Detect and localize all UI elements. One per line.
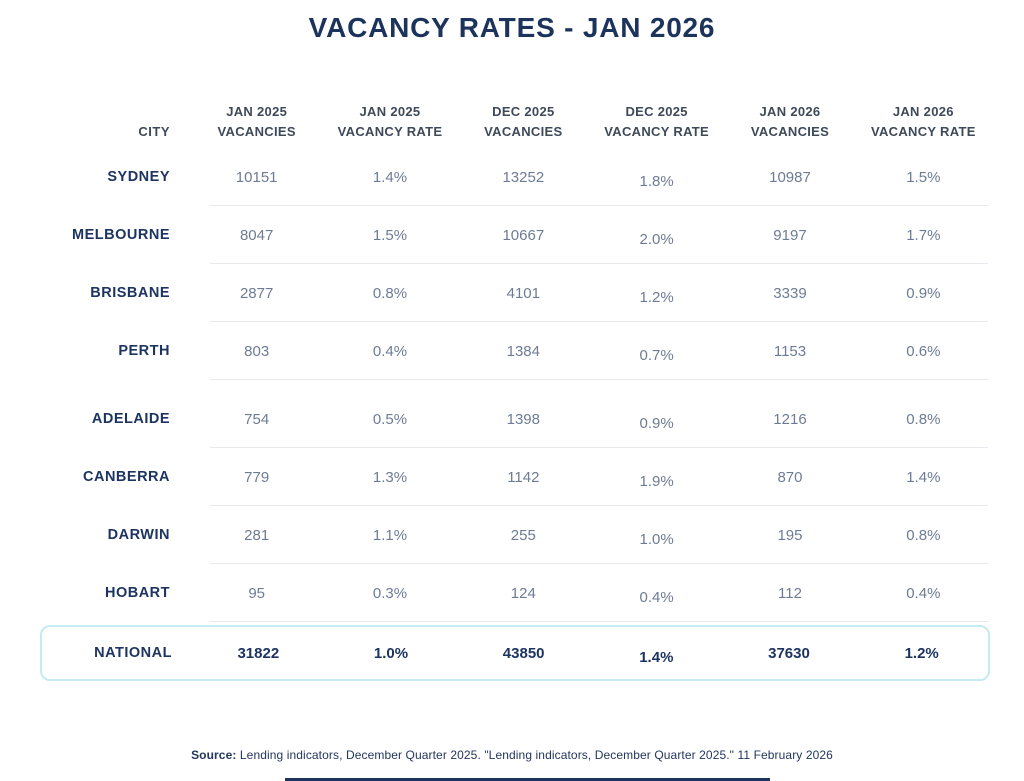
cell-jan2025-rate: 1.1% (372, 526, 408, 544)
row-city-label: ADELAIDE (91, 411, 170, 427)
source-label: Source: (191, 748, 237, 762)
row-city-label: BRISBANE (90, 285, 170, 301)
table-row-brisbane: BRISBANE 2877 0.8% 4101 1.2% 3339 0.9% (40, 264, 990, 322)
cell-jan2026-rate: 0.6% (906, 342, 941, 360)
cell-dec2025-rate: 0.9% (639, 414, 674, 432)
cell-dec2025-vacancies: 1384 (506, 342, 540, 360)
cell-jan2025-rate: 0.8% (372, 284, 408, 302)
table-row-national: NATIONAL 31822 1.0% 43850 1.4% 37630 1.2… (40, 625, 990, 681)
row-city-label: CANBERRA (83, 469, 170, 485)
cell-dec2025-rate: 0.4% (639, 588, 674, 606)
row-city-label: PERTH (118, 343, 170, 359)
cell-jan2026-vacancies: 1216 (773, 410, 807, 428)
cell-jan2025-vacancies: 31822 (237, 644, 280, 662)
cell-dec2025-rate: 0.7% (639, 346, 674, 364)
cell-jan2026-rate: 1.4% (906, 468, 941, 486)
table-row-melbourne: MELBOURNE 8047 1.5% 10667 2.0% 9197 1.7% (40, 206, 990, 264)
cell-jan2026-rate: 1.2% (904, 644, 939, 662)
cell-jan2025-rate: 1.5% (372, 226, 408, 244)
column-header-dec2025-vacancies: DEC 2025 VACANCIES (484, 104, 563, 139)
cell-jan2026-vacancies: 195 (777, 526, 803, 544)
cell-jan2025-rate: 1.0% (373, 644, 409, 662)
table-row-adelaide: ADELAIDE 754 0.5% 1398 0.9% 1216 0.8% (40, 390, 990, 448)
cell-jan2026-rate: 0.8% (906, 410, 941, 428)
cell-dec2025-vacancies: 10667 (502, 226, 545, 244)
cell-jan2026-vacancies: 10987 (769, 168, 811, 186)
cell-jan2025-vacancies: 8047 (239, 226, 274, 244)
cell-jan2026-rate: 0.4% (906, 584, 941, 602)
cell-jan2026-vacancies: 3339 (773, 284, 807, 302)
column-header-jan2026-rate: JAN 2026 VACANCY RATE (870, 104, 976, 139)
cell-jan2025-vacancies: 10151 (235, 168, 278, 186)
cell-dec2025-rate: 1.4% (639, 648, 674, 666)
table-row-darwin: DARWIN 281 1.1% 255 1.0% 195 0.8% (40, 506, 990, 564)
column-header-dec2025-rate: DEC 2025 VACANCY RATE (604, 104, 710, 139)
cell-dec2025-vacancies: 1142 (507, 468, 540, 486)
cell-dec2025-vacancies: 43850 (502, 644, 545, 662)
row-city-label: MELBOURNE (72, 227, 170, 243)
cell-jan2025-rate: 0.4% (372, 342, 408, 360)
row-gap (40, 380, 990, 390)
cell-jan2025-vacancies: 2877 (239, 284, 274, 302)
column-header-jan2025-vacancies: JAN 2025 VACANCIES (217, 104, 296, 139)
cell-jan2025-rate: 0.3% (372, 584, 408, 602)
cell-jan2026-vacancies: 870 (777, 468, 803, 486)
cell-jan2026-rate: 1.7% (906, 226, 941, 244)
table-row-canberra: CANBERRA 779 1.3% 1142 1.9% 870 1.4% (40, 448, 990, 506)
cell-dec2025-vacancies: 4101 (506, 284, 540, 302)
cell-jan2025-rate: 0.5% (372, 410, 408, 428)
bottom-divider (285, 778, 770, 781)
cell-jan2025-rate: 1.4% (372, 168, 408, 186)
cell-jan2025-rate: 1.3% (372, 468, 408, 486)
row-city-label: NATIONAL (94, 645, 172, 661)
cell-dec2025-rate: 2.0% (639, 230, 674, 248)
row-city-label: DARWIN (107, 527, 170, 543)
cell-jan2026-rate: 1.5% (906, 168, 941, 186)
table-row-perth: PERTH 803 0.4% 1384 0.7% 1153 0.6% (40, 322, 990, 380)
cell-jan2025-vacancies: 95 (248, 584, 265, 602)
cell-jan2026-vacancies: 112 (778, 584, 802, 602)
cell-jan2026-rate: 0.8% (906, 526, 941, 544)
column-header-city: CITY (138, 123, 170, 139)
page-title: VACANCY RATES - JAN 2026 (308, 12, 716, 43)
cell-jan2025-vacancies: 281 (244, 526, 270, 544)
cell-dec2025-vacancies: 255 (510, 526, 536, 544)
cell-dec2025-vacancies: 124 (510, 584, 536, 602)
cell-dec2025-rate: 1.0% (639, 530, 674, 548)
column-header-jan2026-vacancies: JAN 2026 VACANCIES (750, 104, 830, 139)
row-city-label: HOBART (104, 585, 170, 601)
cell-jan2025-vacancies: 803 (244, 342, 270, 360)
cell-jan2025-vacancies: 754 (244, 410, 270, 428)
cell-dec2025-vacancies: 1398 (506, 410, 540, 428)
table-row-sydney: SYDNEY 10151 1.4% 13252 1.8% 10987 1.5% (40, 148, 990, 206)
table-header-row: CITY JAN 2025 VACANCIES JAN 2025 VACANCY R… (40, 88, 990, 148)
column-header-jan2025-rate: JAN 2025 VACANCY RATE (337, 104, 443, 139)
cell-jan2025-vacancies: 779 (244, 468, 270, 486)
cell-jan2026-vacancies: 37630 (768, 644, 810, 662)
table-row-hobart: HOBART 95 0.3% 124 0.4% 112 0.4% (40, 564, 990, 622)
cell-dec2025-rate: 1.9% (639, 472, 674, 490)
vacancy-table: CITY JAN 2025 VACANCIES JAN 2025 VACANCY R… (40, 88, 990, 681)
cell-jan2026-vacancies: 1153 (773, 342, 807, 360)
cell-dec2025-vacancies: 13252 (502, 168, 545, 186)
cell-dec2025-rate: 1.2% (639, 288, 674, 306)
cell-jan2026-rate: 0.9% (906, 284, 941, 302)
source-note: Source: Lending indicators, December Qua… (0, 748, 1024, 762)
cell-dec2025-rate: 1.8% (639, 172, 674, 190)
source-text: Lending indicators, December Quarter 202… (239, 748, 833, 762)
cell-jan2026-vacancies: 9197 (773, 226, 807, 244)
row-city-label: SYDNEY (107, 169, 170, 185)
